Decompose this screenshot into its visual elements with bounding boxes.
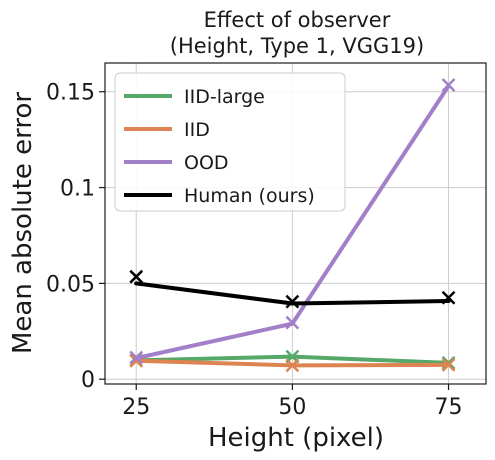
data-point-human-ours bbox=[441, 290, 456, 305]
legend-label-iid: IID bbox=[184, 119, 210, 141]
data-point-human-ours bbox=[285, 294, 300, 309]
x-tick-label: 75 bbox=[435, 395, 463, 420]
x-tick-label: 25 bbox=[122, 395, 150, 420]
series-line-human-ours bbox=[134, 281, 451, 306]
x-tick-labels: 25 50 75 bbox=[122, 384, 463, 420]
data-point-ood bbox=[285, 315, 300, 330]
series-human-ours bbox=[129, 269, 456, 309]
y-tick-labels: 0 0.05 0.1 0.15 bbox=[46, 81, 105, 393]
y-tick-label: 0.1 bbox=[60, 177, 95, 202]
series-iid bbox=[129, 353, 456, 373]
legend-label-ood: OOD bbox=[184, 152, 229, 174]
chart-title-line-1: Effect of observer bbox=[204, 8, 391, 32]
legend-box bbox=[114, 72, 346, 212]
series-ood bbox=[129, 78, 456, 365]
legend-label-iid-large: IID-large bbox=[184, 86, 265, 108]
y-axis-label: Mean absolute error bbox=[8, 92, 38, 354]
data-point-iid bbox=[285, 358, 300, 373]
legend: IID-large IID OOD Human (ours) bbox=[114, 72, 346, 212]
data-point-human-ours bbox=[129, 269, 144, 284]
data-point-iid bbox=[441, 357, 456, 372]
chart-title-line-2: (Height, Type 1, VGG19) bbox=[170, 34, 424, 58]
plot-frame bbox=[104, 62, 487, 385]
data-point-ood bbox=[129, 350, 144, 365]
y-tick-label: 0.15 bbox=[46, 81, 95, 106]
legend-label-human-ours: Human (ours) bbox=[184, 185, 315, 207]
y-tick-label: 0 bbox=[81, 368, 95, 393]
data-point-ood bbox=[441, 78, 456, 92]
series-layer bbox=[129, 78, 456, 373]
x-axis-label: Height (pixel) bbox=[208, 423, 384, 453]
y-tick-label: 0.05 bbox=[46, 272, 95, 297]
x-tick-label: 50 bbox=[278, 395, 306, 420]
